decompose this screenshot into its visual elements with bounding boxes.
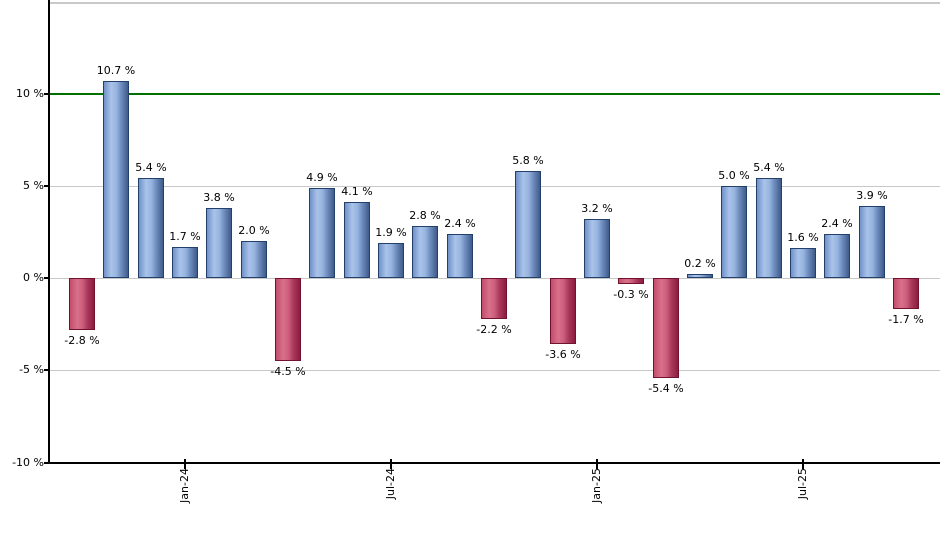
x-axis-label: Jul-25 (796, 468, 809, 500)
bar-value-label: -0.3 % (613, 288, 649, 301)
x-axis-label: Jan-25 (590, 468, 603, 503)
bar-value-label: -4.5 % (270, 365, 306, 378)
bar-value-label: 3.9 % (856, 189, 888, 202)
bar[interactable] (756, 178, 782, 278)
bar[interactable] (344, 202, 370, 278)
bar[interactable] (103, 81, 129, 278)
y-axis-label: 5 % (23, 179, 44, 192)
bar-value-label: 2.0 % (238, 224, 270, 237)
x-tick (390, 459, 392, 469)
gridline (50, 370, 940, 371)
bar-value-label: -5.4 % (648, 382, 684, 395)
y-tick (44, 93, 49, 95)
bar[interactable] (172, 247, 198, 278)
bar-value-label: 1.7 % (169, 230, 201, 243)
bar[interactable] (241, 241, 267, 278)
plot-top-border (50, 2, 940, 4)
bar[interactable] (515, 171, 541, 278)
y-axis-label: 10 % (16, 87, 44, 100)
bar[interactable] (618, 278, 644, 284)
bar[interactable] (309, 188, 335, 278)
bar[interactable] (584, 219, 610, 278)
y-tick (44, 185, 49, 187)
benchmark-line (50, 93, 940, 95)
bar[interactable] (206, 208, 232, 278)
y-axis-label: 0 % (23, 271, 44, 284)
bar[interactable] (721, 186, 747, 278)
y-tick (44, 277, 49, 279)
bar[interactable] (653, 278, 679, 378)
x-axis-line (48, 462, 940, 464)
bar[interactable] (412, 226, 438, 278)
bar[interactable] (893, 278, 919, 309)
bar-value-label: 0.2 % (684, 257, 716, 270)
x-tick (802, 459, 804, 469)
bar-value-label: 1.9 % (375, 226, 407, 239)
bar-value-label: 5.4 % (135, 161, 167, 174)
bar-value-label: 2.4 % (821, 217, 853, 230)
bar-value-label: -1.7 % (888, 313, 924, 326)
bar[interactable] (378, 243, 404, 278)
y-axis-label: -5 % (19, 363, 44, 376)
bar[interactable] (69, 278, 95, 330)
bar[interactable] (138, 178, 164, 278)
bar-value-label: 4.9 % (306, 171, 338, 184)
x-tick (184, 459, 186, 469)
x-axis-label: Jul-24 (384, 468, 397, 500)
bar-value-label: -2.2 % (476, 323, 512, 336)
bar[interactable] (859, 206, 885, 278)
bar[interactable] (550, 278, 576, 344)
bar[interactable] (447, 234, 473, 278)
bar-value-label: 2.4 % (444, 217, 476, 230)
bar-value-label: 2.8 % (409, 209, 441, 222)
bar[interactable] (824, 234, 850, 278)
bar-value-label: 10.7 % (96, 64, 136, 77)
y-tick (44, 462, 49, 464)
bar[interactable] (790, 248, 816, 278)
bar-value-label: 1.6 % (787, 231, 819, 244)
y-tick (44, 369, 49, 371)
bar[interactable] (275, 278, 301, 361)
bar-value-label: 4.1 % (341, 185, 373, 198)
x-axis-label: Jan-24 (178, 468, 191, 503)
bar-value-label: 5.4 % (753, 161, 785, 174)
bar[interactable] (481, 278, 507, 319)
bar-value-label: 3.2 % (581, 202, 613, 215)
bar[interactable] (687, 274, 713, 278)
y-axis-line (48, 0, 50, 464)
bar-value-label: 5.0 % (718, 169, 750, 182)
bar-value-label: -3.6 % (545, 348, 581, 361)
bar-value-label: 5.8 % (512, 154, 544, 167)
gridline (50, 186, 940, 187)
y-axis-label: -10 % (12, 456, 44, 469)
x-tick (596, 459, 598, 469)
bar-value-label: -2.8 % (64, 334, 100, 347)
bar-value-label: 3.8 % (203, 191, 235, 204)
